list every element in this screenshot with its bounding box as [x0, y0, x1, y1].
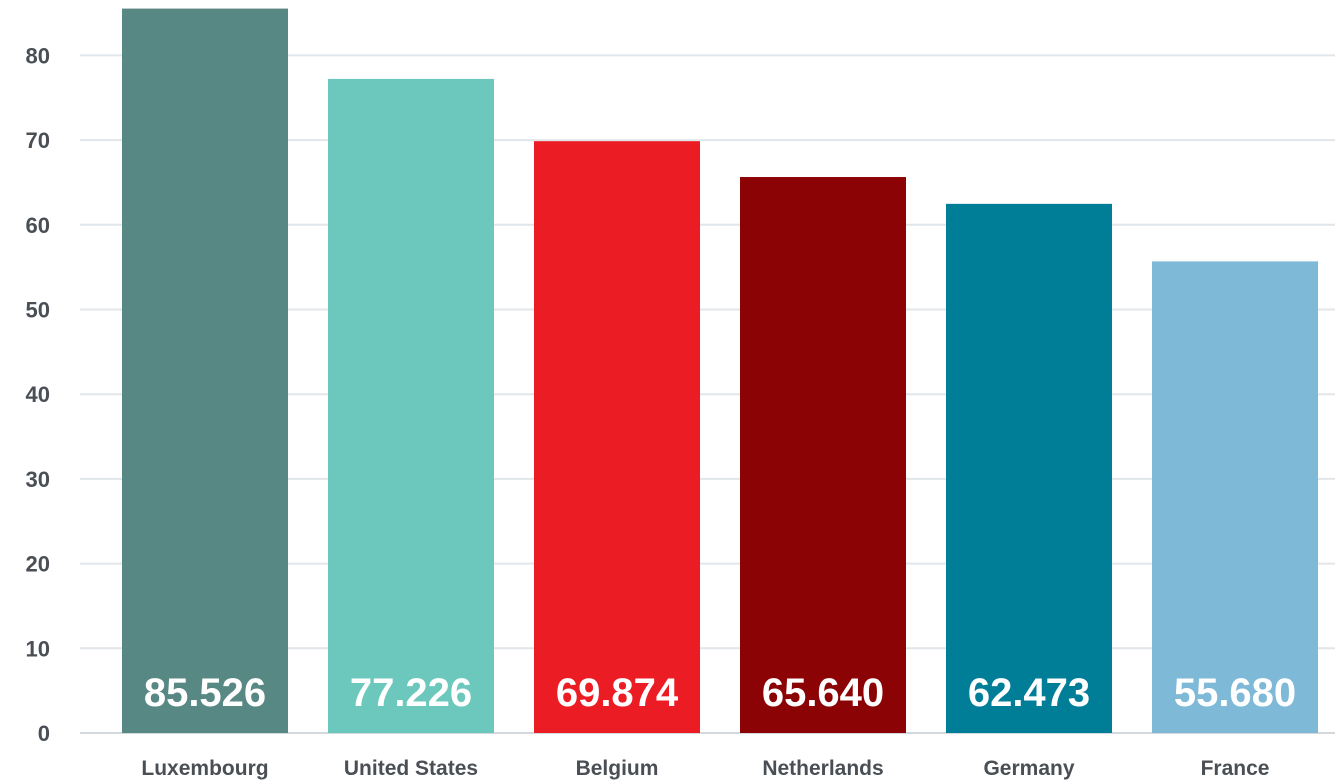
y-tick-label: 50	[26, 298, 50, 323]
data-label: 77.226	[350, 671, 472, 715]
y-tick-label: 20	[26, 552, 50, 577]
category-label: Germany	[983, 757, 1074, 780]
y-tick-label: 10	[26, 636, 50, 661]
category-label: Belgium	[576, 757, 659, 780]
bar	[946, 203, 1112, 733]
bars: 85.526 77.226 69.874 65.640 62.473 55.680	[122, 8, 1318, 734]
data-label: 69.874	[556, 671, 679, 715]
data-label: 55.680	[1174, 671, 1296, 715]
y-tick-label: 40	[26, 382, 50, 407]
data-label: 85.526	[144, 671, 266, 715]
y-tick-label: 80	[26, 43, 50, 68]
category-label: France	[1201, 757, 1270, 780]
bar	[328, 78, 494, 734]
y-tick-label: 0	[38, 721, 50, 746]
data-label: 65.640	[762, 671, 884, 715]
category-label: Netherlands	[762, 757, 883, 780]
bar	[740, 177, 906, 734]
category-label: United States	[344, 757, 478, 780]
gridlines	[80, 54, 1335, 734]
data-label: 62.473	[968, 671, 1090, 715]
bar	[534, 141, 700, 733]
y-axis-ticks: 0 10 20 30 40 50 60 70 80	[26, 43, 50, 746]
category-label: Luxembourg	[141, 757, 268, 780]
bar	[122, 8, 288, 733]
bar	[1152, 261, 1318, 733]
y-tick-label: 60	[26, 213, 50, 238]
y-tick-label: 30	[26, 467, 50, 492]
x-axis-categories: Luxembourg United States Belgium Netherland…	[141, 757, 1269, 780]
y-tick-label: 70	[26, 128, 50, 153]
